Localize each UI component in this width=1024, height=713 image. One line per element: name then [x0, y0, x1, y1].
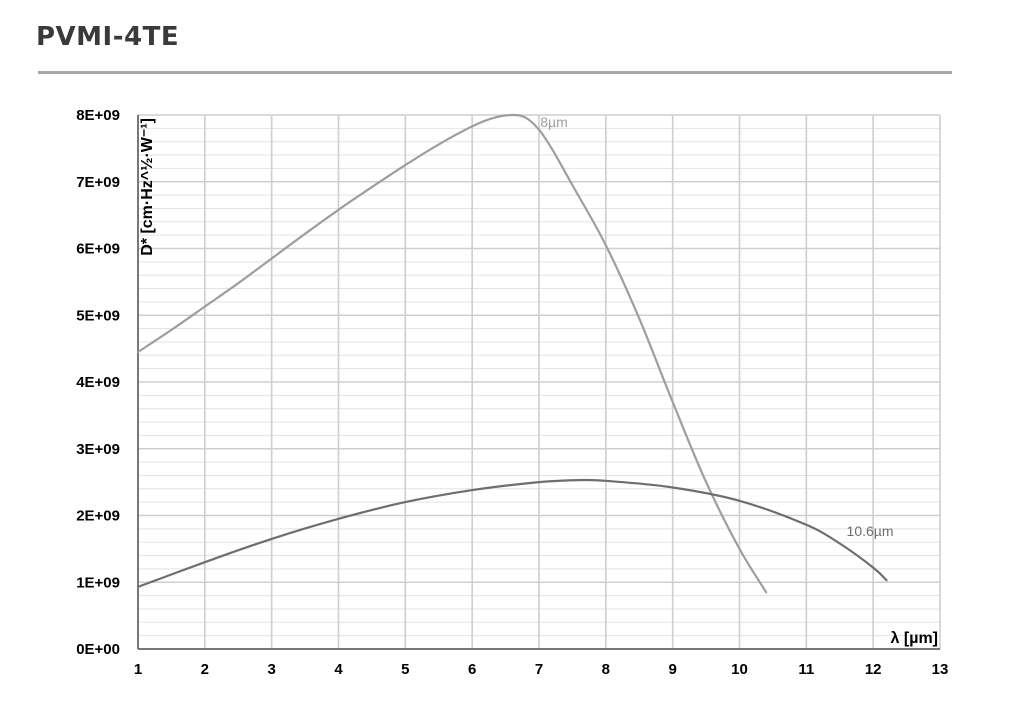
- y-tick-label: 4E+09: [76, 374, 120, 391]
- y-tick-label: 7E+09: [76, 174, 120, 191]
- x-tick-label: 6: [468, 661, 476, 678]
- x-tick-label: 11: [798, 661, 814, 678]
- y-tick-label: 1E+09: [76, 574, 120, 591]
- y-tick-label: 3E+09: [76, 441, 120, 458]
- title-divider: [38, 71, 952, 74]
- x-tick-label: 13: [932, 661, 949, 678]
- x-tick-label: 1: [134, 661, 142, 678]
- series-line-8um: [136, 113, 768, 594]
- x-tick-label: 8: [602, 661, 610, 678]
- series-line-10-6um: [136, 478, 888, 588]
- x-axis-label: λ [µm]: [891, 630, 938, 647]
- x-tick-label: 10: [731, 661, 748, 678]
- series-layer: [136, 113, 888, 594]
- y-tick-label: 2E+09: [76, 508, 120, 525]
- x-tick-label: 2: [201, 661, 209, 678]
- x-tick-label: 5: [401, 661, 409, 678]
- x-tick-label: 9: [668, 661, 676, 678]
- labels-layer: 0E+00 1E+09 2E+09 3E+09 4E+09 5E+09 6E+09 7E+09…: [76, 107, 948, 678]
- y-axis-label: D* [cm·Hz^½·W⁻¹]: [139, 118, 156, 256]
- series-label: 10.6µm: [847, 523, 894, 539]
- x-tick-label: 7: [535, 661, 543, 678]
- x-tick-label: 4: [334, 661, 343, 678]
- page-title: PVMI-4TE: [36, 22, 180, 52]
- series-label: 8µm: [540, 114, 568, 130]
- y-tick-label: 8E+09: [76, 107, 120, 124]
- chart-axes: [137, 115, 940, 650]
- y-tick-label: 0E+00: [76, 641, 120, 658]
- y-tick-label: 5E+09: [76, 307, 120, 324]
- x-tick-label: 12: [865, 661, 882, 678]
- x-tick-label: 3: [267, 661, 275, 678]
- y-tick-label: 6E+09: [76, 241, 120, 258]
